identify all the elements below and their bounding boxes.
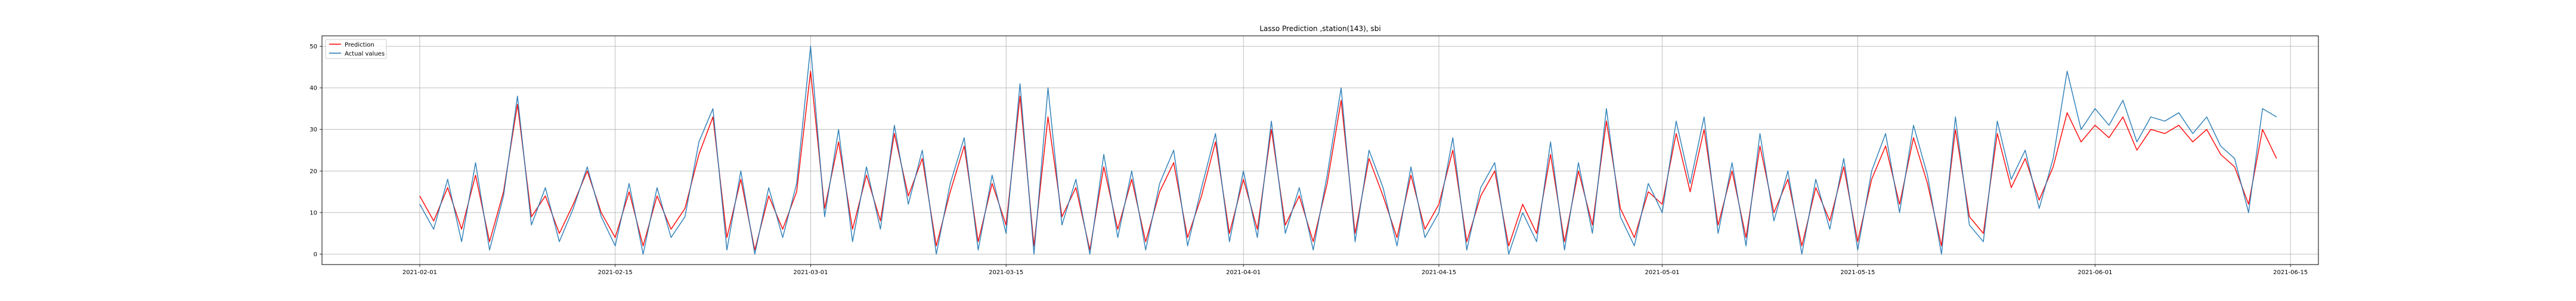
x-tick-label: 2021-05-01: [1645, 269, 1680, 276]
x-tick-label: 2021-06-01: [2077, 269, 2112, 276]
x-tick-label: 2021-06-15: [2273, 269, 2308, 276]
x-tick-label: 2021-05-15: [1840, 269, 1875, 276]
series-layer: [419, 45, 2277, 255]
y-tick-label: 0: [314, 251, 317, 258]
y-tick-label: 20: [309, 168, 317, 175]
y-tick-label: 40: [309, 85, 317, 92]
x-tick-label: 2021-02-01: [402, 269, 437, 276]
x-tick-label: 2021-03-15: [989, 269, 1023, 276]
legend-actual-label: Actual values: [345, 51, 385, 57]
y-tick-label: 50: [309, 44, 317, 50]
series-line-actual: [419, 45, 2277, 255]
chart-title: Lasso Prediction ,station(143), sbi: [1259, 24, 1380, 33]
y-tick-label: 30: [309, 127, 317, 133]
x-tick-label: 2021-02-15: [598, 269, 633, 276]
y-tick-label: 10: [309, 210, 317, 216]
x-tick-label: 2021-04-15: [1422, 269, 1456, 276]
legend: Prediction Actual values: [325, 39, 387, 59]
x-tick-label: 2021-03-01: [793, 269, 828, 276]
axis-layer: 2021-02-01 2021-02-15 2021-03-01 2021-03-15…: [309, 44, 2308, 276]
plot-area-frame: [321, 35, 2319, 265]
x-tick-label: 2021-04-01: [1226, 269, 1261, 276]
legend-prediction-label: Prediction: [345, 42, 374, 48]
